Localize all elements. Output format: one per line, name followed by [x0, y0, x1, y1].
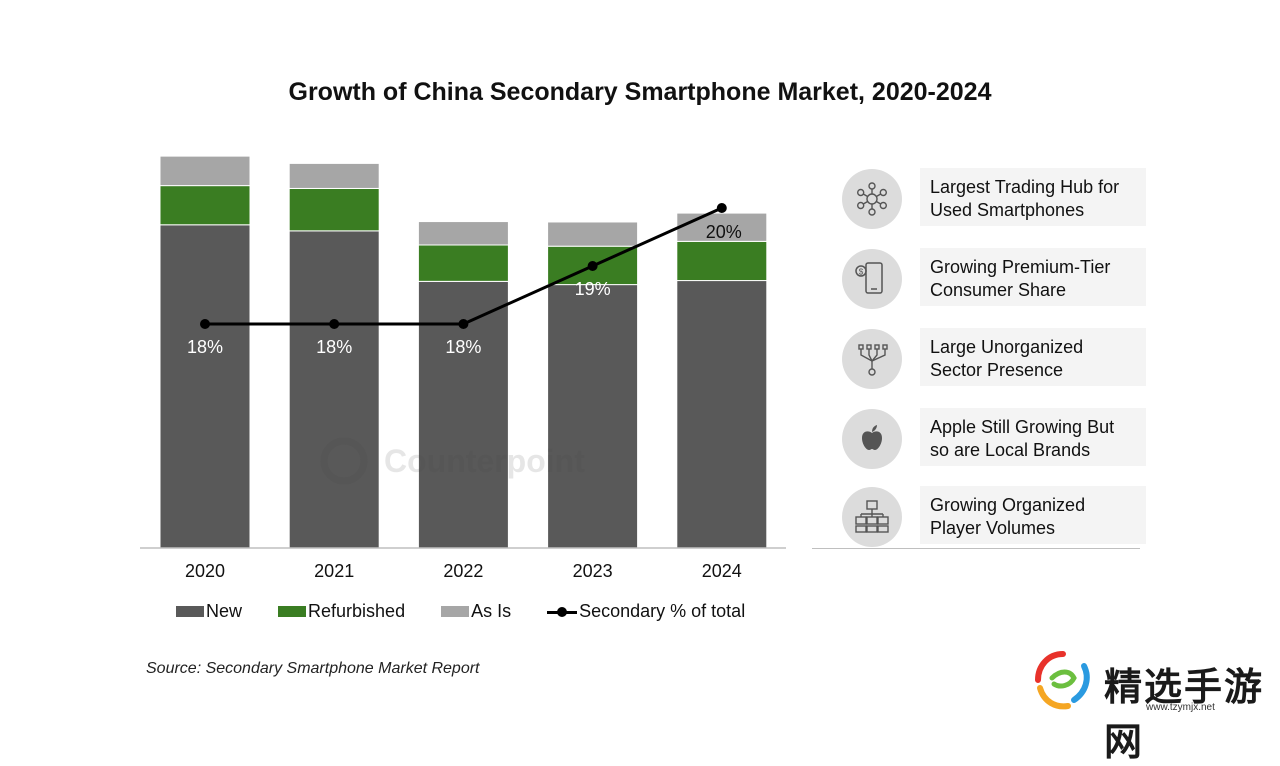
- secondary-share-label-2024: 20%: [706, 222, 742, 242]
- bar-new-2020: [159, 224, 251, 549]
- legend-swatch-refurbished: [278, 606, 307, 617]
- insight-row-apple: Apple Still Growing But so are Local Bra…: [840, 408, 1150, 470]
- insight-text-apple: Apple Still Growing But so are Local Bra…: [920, 408, 1146, 466]
- bar-as-is-2021: [288, 162, 380, 189]
- insight-text-premium-tier: Growing Premium-Tier Consumer Share: [920, 248, 1146, 306]
- panel-divider: [812, 548, 1140, 549]
- legend-label-as-is: As Is: [471, 601, 512, 621]
- legend-swatch-secondary: [547, 606, 578, 617]
- insight-text-trading-hub: Largest Trading Hub for Used Smartphones: [920, 168, 1146, 226]
- bar-refurbished-2024: [676, 240, 768, 282]
- chart-legend: New Refurbished As Is Secondary % of tot…: [176, 601, 781, 622]
- secondary-share-point-2023: [587, 261, 598, 271]
- secondary-share-label-2023: 19%: [575, 279, 611, 299]
- legend-item-secondary: Secondary % of total: [547, 601, 745, 622]
- scattered-arrows-icon: [842, 329, 902, 389]
- stacked-bar-chart: 2020 2021 2022 2023 2024 Counterpoint 18% 18% 18…: [140, 155, 786, 581]
- insight-row-organized: Growing Organized Player Volumes: [840, 486, 1150, 548]
- smartphone-dollar-icon: $: [842, 249, 902, 309]
- site-logo-icon: [1035, 651, 1090, 710]
- insight-row-trading-hub: Largest Trading Hub for Used Smartphones: [840, 168, 1150, 230]
- legend-label-new: New: [206, 601, 243, 621]
- x-tick-label: 2023: [573, 561, 613, 581]
- source-note: Source: Secondary Smartphone Market Repo…: [146, 660, 480, 677]
- legend-label-secondary: Secondary % of total: [579, 601, 746, 621]
- bar-as-is-2022: [417, 221, 509, 246]
- bar-refurbished-2021: [288, 187, 380, 232]
- bar-as-is-2023: [547, 221, 639, 247]
- secondary-share-point-2020: [200, 319, 210, 329]
- apple-logo-icon: [842, 409, 902, 469]
- org-chart-icon: [842, 487, 902, 547]
- insight-text-organized: Growing Organized Player Volumes: [920, 486, 1146, 544]
- bar-as-is-2024: [676, 212, 768, 242]
- insight-row-premium-tier: $ Growing Premium-Tier Consumer Share: [840, 248, 1150, 310]
- bar-new-2021: [288, 230, 380, 549]
- bar-new-2024: [676, 280, 768, 549]
- legend-label-refurbished: Refurbished: [308, 601, 406, 621]
- bar-new-2023: [547, 284, 639, 549]
- counterpoint-watermark: Counterpoint: [320, 437, 585, 485]
- site-watermark-url: www.tzymjx.net: [1146, 702, 1215, 713]
- insight-row-unorganized: Large Unorganized Sector Presence: [840, 328, 1150, 390]
- secondary-share-label-2020: 18%: [187, 337, 223, 357]
- secondary-share-label-2022: 18%: [445, 337, 481, 357]
- watermark-text: Counterpoint: [384, 443, 585, 479]
- legend-swatch-new: [176, 606, 204, 617]
- secondary-share-point-2024: [716, 203, 727, 213]
- network-hub-icon: [842, 169, 902, 229]
- bar-refurbished-2022: [417, 244, 509, 282]
- secondary-share-label-2021: 18%: [316, 337, 352, 357]
- bar-refurbished-2020: [159, 185, 251, 226]
- watermark-logo-icon: [320, 437, 368, 485]
- secondary-share-point-2021: [329, 319, 340, 329]
- secondary-share-point-2022: [458, 319, 469, 329]
- legend-item-as-is: As Is: [441, 601, 511, 622]
- insight-text-unorganized: Large Unorganized Sector Presence: [920, 328, 1146, 386]
- x-tick-label: 2024: [702, 561, 742, 581]
- chart-title: Growth of China Secondary Smartphone Mar…: [288, 78, 992, 106]
- legend-item-refurbished: Refurbished: [278, 601, 405, 622]
- x-tick-label: 2020: [185, 561, 225, 581]
- x-tick-label: 2021: [314, 561, 354, 581]
- svg-text:$: $: [859, 268, 864, 277]
- x-tick-label: 2022: [443, 561, 483, 581]
- legend-swatch-as-is: [441, 606, 470, 617]
- bar-as-is-2020: [159, 155, 251, 187]
- legend-item-new: New: [176, 601, 242, 622]
